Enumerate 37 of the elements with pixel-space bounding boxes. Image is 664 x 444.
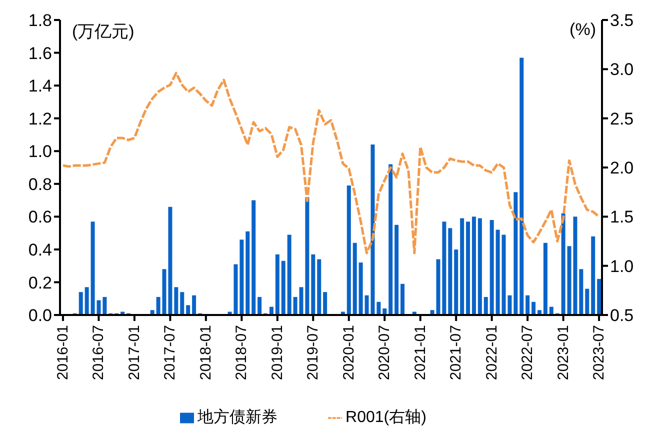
x-tick-label: 2019-01 — [268, 325, 286, 380]
y-axis-title: (万亿元) — [72, 21, 134, 43]
x-tick-label: 2017-07 — [162, 325, 179, 380]
x-tick-label: 2016-01 — [54, 325, 72, 380]
y-tick-label: 1.2 — [28, 109, 52, 128]
legend-label: R001(右轴) — [346, 409, 426, 426]
x-tick-label: 2023-07 — [590, 325, 608, 380]
y-tick-label: 0.6 — [28, 208, 52, 227]
y2-tick-label: 1.0 — [610, 256, 634, 276]
y2-tick-label: 3.0 — [610, 60, 634, 80]
x-tick-label: 2017-01 — [126, 325, 143, 380]
x-tick-label: 2021-01 — [412, 325, 429, 380]
x-tick-label: 2020-07 — [376, 325, 394, 380]
y-tick-label: 0.4 — [28, 240, 52, 260]
y-tick-label: 1.6 — [28, 44, 52, 63]
x-tick-label: 2016-07 — [90, 325, 108, 380]
y2-tick-label: 2.0 — [610, 158, 634, 178]
y2-axis-title: (%) — [570, 20, 596, 40]
x-tick-label: 2018-07 — [233, 325, 250, 380]
x-tick-label: 2018-01 — [197, 325, 214, 380]
y-tick-label: 1.4 — [28, 76, 52, 96]
y2-tick-label: 2.5 — [610, 109, 634, 128]
x-tick-label: 2022-01 — [483, 325, 500, 380]
y-tick-label: 0.2 — [28, 273, 52, 292]
x-tick-label: 2020-01 — [340, 325, 358, 380]
y2-tick-label: 1.5 — [610, 208, 634, 227]
x-tick-label: 2021-07 — [448, 325, 465, 380]
x-tick-label: 2022-07 — [519, 325, 536, 380]
y-tick-label: 1.8 — [28, 11, 52, 30]
y-tick-label: 0.0 — [28, 306, 52, 326]
x-tick-label: 2023-01 — [554, 325, 572, 380]
legend-label: 地方债新券 — [198, 409, 278, 426]
y-tick-label: 0.8 — [28, 174, 52, 194]
y-tick-label: 1.0 — [28, 142, 52, 162]
y2-tick-label: 3.5 — [610, 11, 634, 30]
y2-tick-label: 0.5 — [610, 306, 634, 326]
x-tick-label: 2019-07 — [304, 325, 322, 380]
